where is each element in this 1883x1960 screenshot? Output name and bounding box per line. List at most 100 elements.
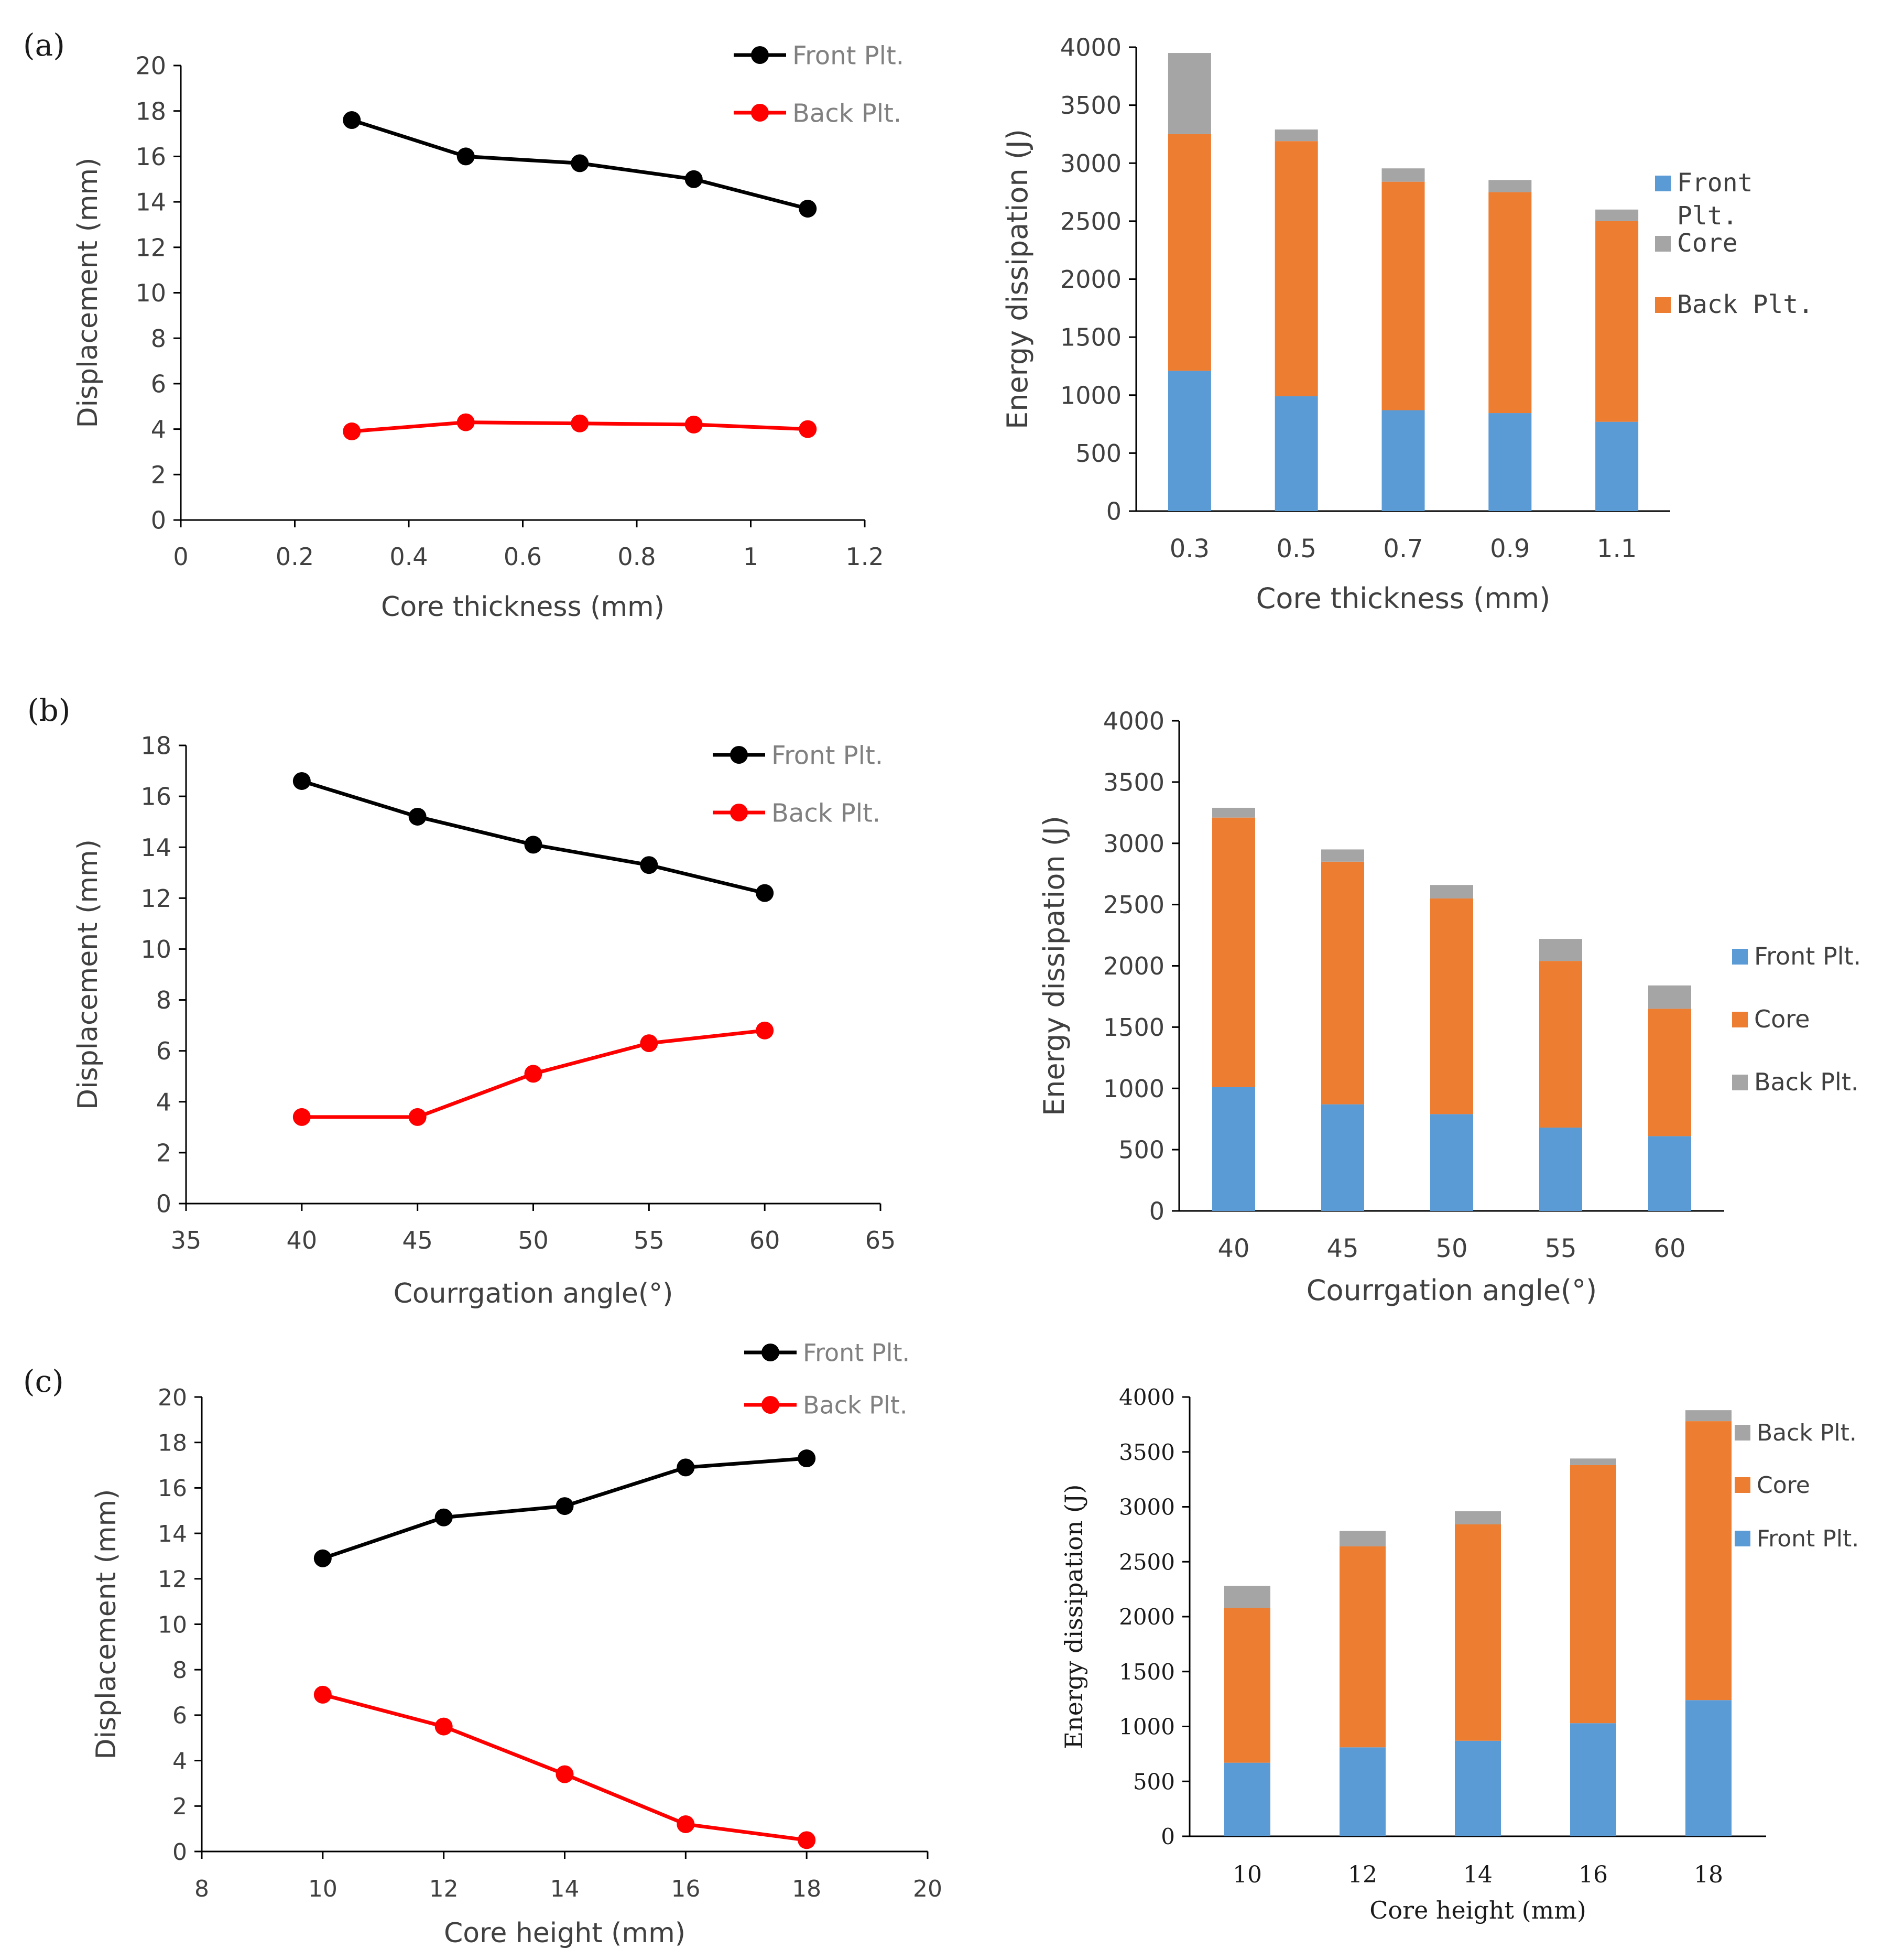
y-tick-label: 8 bbox=[156, 986, 171, 1014]
x-tick-label: 0.2 bbox=[276, 543, 314, 571]
bar-segment-back-plate bbox=[1381, 168, 1425, 182]
y-tick-label: 0 bbox=[1149, 1197, 1164, 1226]
x-tick-label: 45 bbox=[402, 1226, 433, 1254]
y-tick-label: 2500 bbox=[1119, 1549, 1175, 1575]
bar-segment-core bbox=[1488, 192, 1532, 414]
y-tick-label: 3000 bbox=[1103, 829, 1164, 858]
chart-b-corrugation-angle-displacement: 0 2 4 6 8 10 12 14 16 18 Displacement (mm) Courrgat… bbox=[72, 732, 896, 1309]
data-point-back-plate bbox=[640, 1034, 658, 1053]
bar-segment-back-plate bbox=[1168, 53, 1211, 134]
data-point-front-plate bbox=[343, 111, 361, 129]
legend-swatch bbox=[1735, 1477, 1750, 1493]
legend-label: Front Plt. bbox=[1754, 942, 1861, 970]
bar-segment-core bbox=[1168, 134, 1211, 371]
legend-label: Plt. bbox=[1677, 201, 1738, 231]
bar-segment-front-plate bbox=[1430, 1114, 1473, 1211]
legend-label-back-plate: Back Plt. bbox=[771, 798, 880, 828]
bar-segment-front-plate bbox=[1570, 1723, 1616, 1836]
data-point-front-plate bbox=[684, 170, 703, 188]
legend-marker-back-plate bbox=[761, 1396, 779, 1414]
x-tick-label: 16 bbox=[1579, 1861, 1608, 1888]
y-tick-label: 1000 bbox=[1119, 1714, 1175, 1740]
x-tick-label: 1 bbox=[743, 543, 758, 571]
x-tick-label: 8 bbox=[194, 1876, 209, 1902]
x-tick-label: 0.8 bbox=[617, 543, 656, 571]
y-tick-label: 4000 bbox=[1119, 1384, 1175, 1410]
legend-swatch bbox=[1735, 1531, 1750, 1546]
x-tick-label: 60 bbox=[749, 1226, 780, 1254]
bar-segment-back-plate bbox=[1321, 849, 1364, 862]
y-tick-label: 3500 bbox=[1103, 768, 1164, 796]
bar-segment-front-plate bbox=[1168, 371, 1211, 511]
chart-b-corrugation-angle-energy: 0 500 1000 1500 2000 2500 3000 3500 4000 Energy d… bbox=[1038, 707, 1861, 1307]
y-tick-label: 14 bbox=[135, 188, 166, 216]
y-tick-label: 4 bbox=[172, 1748, 187, 1774]
legend-label: Back Plt. bbox=[1677, 290, 1813, 319]
bar-segment-back-plate bbox=[1275, 129, 1318, 142]
bar-segment-front-plate bbox=[1224, 1762, 1270, 1836]
bar-segment-back-plate bbox=[1539, 939, 1582, 961]
y-tick-label: 16 bbox=[140, 783, 171, 811]
x-tick-label: 55 bbox=[1544, 1234, 1576, 1263]
x-tick-label: 16 bbox=[671, 1876, 700, 1902]
legend-swatch bbox=[1735, 1425, 1750, 1441]
y-tick-label: 14 bbox=[158, 1521, 187, 1547]
y-tick-label: 2500 bbox=[1060, 207, 1122, 235]
data-point-back-plate bbox=[524, 1065, 542, 1083]
y-axis-label: Displacement (mm) bbox=[72, 839, 104, 1110]
legend-label-front-plate: Front Plt. bbox=[803, 1339, 910, 1367]
legend-label: Back Plt. bbox=[1757, 1420, 1857, 1446]
data-point-back-plate bbox=[343, 422, 361, 440]
data-point-back-plate bbox=[408, 1108, 427, 1126]
y-tick-label: 3000 bbox=[1119, 1495, 1175, 1520]
x-tick-label: 12 bbox=[429, 1876, 459, 1902]
legend-marker-back-plate bbox=[730, 804, 748, 821]
y-tick-label: 1000 bbox=[1060, 381, 1122, 409]
x-tick-label: 10 bbox=[1233, 1861, 1262, 1888]
x-tick-label: 0.3 bbox=[1170, 534, 1210, 564]
legend-label: Core bbox=[1757, 1472, 1810, 1499]
y-tick-label: 1500 bbox=[1103, 1013, 1164, 1042]
data-point-front-plate bbox=[756, 884, 774, 902]
panel-label-c: (c) bbox=[23, 1363, 64, 1399]
bar-segment-back-plate bbox=[1488, 180, 1532, 192]
bar-segment-core bbox=[1570, 1465, 1616, 1724]
y-tick-label: 2000 bbox=[1060, 265, 1122, 294]
y-tick-label: 4000 bbox=[1060, 34, 1122, 62]
y-tick-label: 2000 bbox=[1103, 952, 1164, 980]
y-tick-label: 4000 bbox=[1103, 707, 1164, 735]
data-point-front-plate bbox=[799, 200, 817, 218]
bar-segment-front-plate bbox=[1212, 1087, 1255, 1211]
x-tick-label: 0.6 bbox=[504, 543, 542, 571]
x-tick-label: 18 bbox=[792, 1876, 821, 1902]
legend-marker-front-plate bbox=[730, 746, 748, 764]
data-point-front-plate bbox=[556, 1497, 574, 1515]
data-point-front-plate bbox=[524, 836, 542, 854]
x-tick-label: 12 bbox=[1348, 1861, 1377, 1888]
x-tick-label: 1.1 bbox=[1597, 534, 1637, 564]
y-tick-label: 4 bbox=[151, 415, 166, 443]
y-tick-label: 0 bbox=[151, 506, 166, 535]
x-tick-label: 14 bbox=[1463, 1861, 1493, 1888]
y-tick-label: 18 bbox=[158, 1430, 187, 1457]
y-tick-label: 12 bbox=[135, 233, 166, 262]
x-tick-label: 18 bbox=[1694, 1861, 1723, 1888]
x-tick-label: 14 bbox=[550, 1876, 580, 1902]
x-tick-label: 50 bbox=[518, 1226, 549, 1254]
y-tick-label: 2 bbox=[156, 1139, 171, 1167]
bar-segment-back-plate bbox=[1648, 985, 1691, 1009]
y-tick-label: 16 bbox=[135, 143, 166, 171]
y-tick-label: 0 bbox=[1106, 497, 1122, 526]
bar-segment-back-plate bbox=[1430, 885, 1473, 898]
y-tick-label: 10 bbox=[135, 279, 166, 307]
bar-segment-core bbox=[1430, 898, 1473, 1114]
y-tick-label: 2 bbox=[151, 461, 166, 489]
legend-swatch bbox=[1732, 949, 1748, 965]
bar-segment-back-plate bbox=[1570, 1458, 1616, 1465]
x-tick-label: 0.4 bbox=[389, 543, 428, 571]
y-tick-label: 10 bbox=[140, 935, 171, 963]
y-tick-label: 12 bbox=[158, 1566, 187, 1593]
bar-segment-back-plate bbox=[1340, 1531, 1386, 1546]
bar-segment-core bbox=[1340, 1546, 1386, 1748]
